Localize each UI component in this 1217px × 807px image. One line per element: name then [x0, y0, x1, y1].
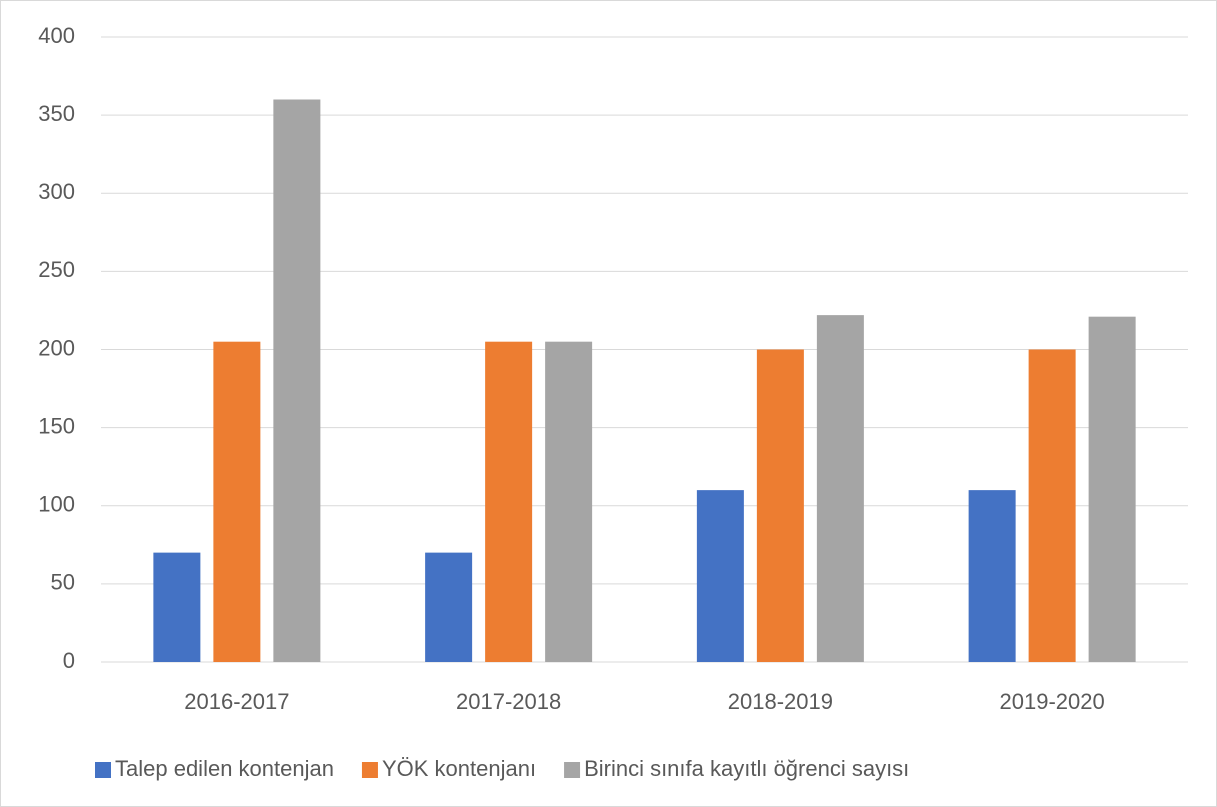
y-tick-label: 100 [38, 492, 75, 517]
bar [696, 490, 744, 662]
legend-swatch [361, 762, 378, 778]
y-tick-label: 200 [38, 335, 75, 360]
legend-label: Birinci sınıfa kayıtlı öğrenci sayısı [584, 756, 909, 781]
legend-label: Talep edilen kontenjan [115, 756, 334, 781]
y-tick-label: 400 [38, 23, 75, 48]
bar [153, 552, 201, 662]
x-tick-label: 2016-2017 [184, 689, 289, 714]
bar [545, 341, 593, 662]
bar [213, 341, 261, 662]
legend-label: YÖK kontenjanı [382, 756, 536, 781]
y-tick-label: 250 [38, 257, 75, 282]
bar [968, 490, 1016, 662]
legend-swatch [564, 762, 581, 778]
bar [1088, 316, 1136, 662]
x-tick-label: 2019-2020 [1000, 689, 1105, 714]
x-tick-label: 2017-2018 [456, 689, 561, 714]
bar [425, 552, 473, 662]
y-tick-label: 350 [38, 101, 75, 126]
x-tick-label: 2018-2019 [728, 689, 833, 714]
bar [756, 349, 804, 662]
y-tick-label: 300 [38, 179, 75, 204]
bar [816, 315, 864, 662]
y-tick-label: 50 [51, 570, 75, 595]
bar [485, 341, 533, 662]
y-tick-label: 150 [38, 413, 75, 438]
bar [273, 99, 321, 662]
bar [1028, 349, 1076, 662]
y-tick-label: 0 [63, 648, 75, 673]
legend-swatch [95, 762, 111, 778]
